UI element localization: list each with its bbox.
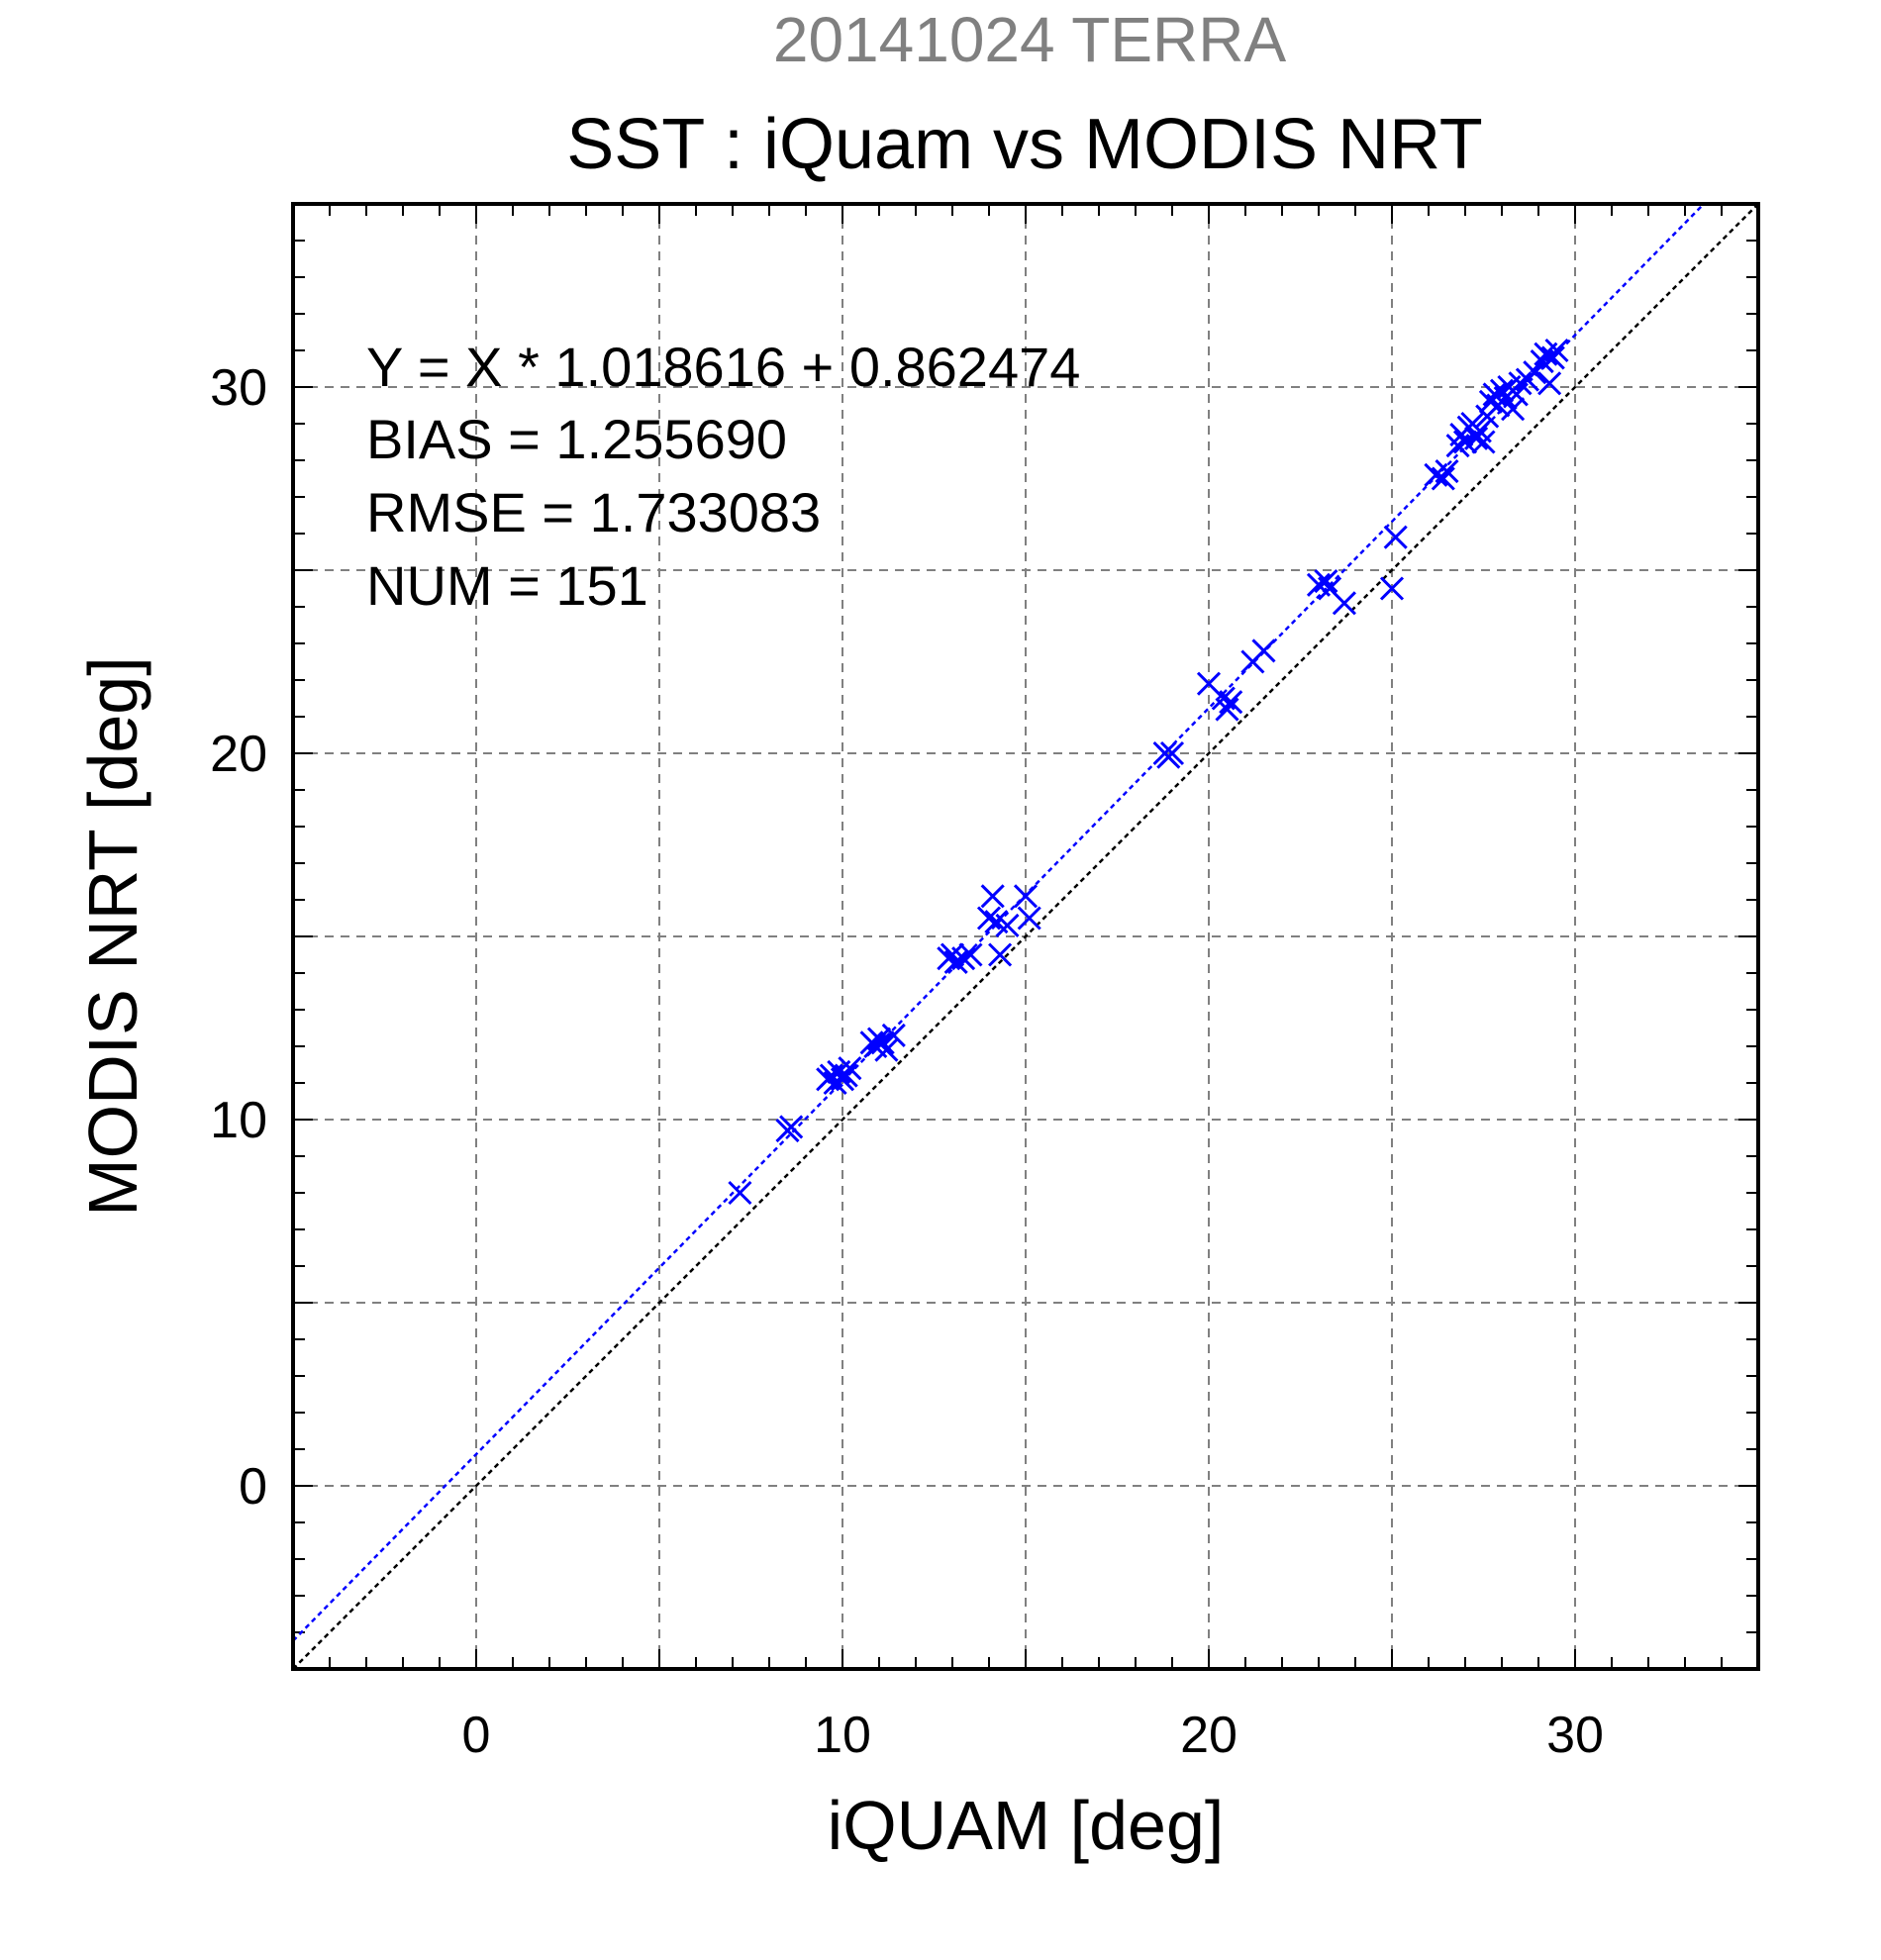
- x-tick-label: 10: [814, 1707, 871, 1764]
- scatter-point: [1431, 466, 1455, 491]
- scatter-point: [1215, 697, 1239, 722]
- x-tick-label: 20: [1180, 1707, 1238, 1764]
- y-tick-label: 20: [210, 726, 267, 783]
- scatter-point: [1251, 638, 1276, 663]
- chart-title: SST : iQuam vs MODIS NRT: [566, 105, 1483, 184]
- tick-labels: 0 0 10 10 20 20 30 30: [210, 359, 1604, 1764]
- scatter-point: [1501, 397, 1526, 422]
- scatter-point: [1544, 338, 1569, 363]
- scatter-point: [1464, 426, 1489, 450]
- y-tick-label: 10: [210, 1092, 267, 1149]
- scatter-point: [1383, 525, 1408, 549]
- scatter-point: [779, 1115, 804, 1139]
- scatter-point: [1435, 459, 1459, 484]
- plot-frame: [291, 202, 1760, 1671]
- scatter-point: [1332, 591, 1356, 616]
- scatter-point: [988, 942, 1013, 967]
- scatter-point: [1523, 360, 1547, 385]
- scatter-point: [728, 1180, 752, 1206]
- grid-lines: [293, 204, 1758, 1669]
- scatter-point: [1017, 906, 1041, 931]
- data-points: [728, 338, 1569, 1206]
- scatter-point: [838, 1056, 862, 1081]
- scatter-point: [874, 1037, 899, 1062]
- scatter-point: [1489, 378, 1515, 403]
- scatter-point: [980, 884, 1005, 909]
- scatter-point: [958, 942, 983, 967]
- scatter-point: [1159, 740, 1185, 766]
- y-tick-label: 30: [210, 359, 267, 417]
- scatter-point: [1540, 345, 1565, 370]
- stat-num: NUM = 151: [366, 554, 648, 617]
- y-axis-label: MODIS NRT [deg]: [74, 656, 151, 1216]
- stat-rmse: RMSE = 1.733083: [366, 481, 821, 543]
- x-tick-label: 0: [462, 1707, 491, 1764]
- scatter-point: [1013, 884, 1039, 909]
- identity-line: [292, 203, 1759, 1670]
- scatter-point: [1219, 690, 1243, 715]
- scatter-point: [1471, 430, 1496, 454]
- scatter-point: [976, 906, 1002, 931]
- scatter-point: [834, 1063, 858, 1088]
- scatter-point: [943, 949, 968, 974]
- scatter-point: [881, 1023, 906, 1047]
- x-tick-label: 30: [1546, 1707, 1604, 1764]
- scatter-point: [870, 1030, 895, 1055]
- scatter-point: [1537, 371, 1562, 396]
- scatter-point: [951, 946, 976, 971]
- scatter-point: [1508, 371, 1533, 396]
- x-axis-label: iQUAM [deg]: [828, 1787, 1225, 1864]
- stat-bias: BIAS = 1.255690: [366, 408, 787, 470]
- y-tick-label: 0: [239, 1458, 267, 1516]
- chart-date-title: 20141024 TERRA: [773, 4, 1287, 75]
- scatter-point: [1379, 576, 1405, 601]
- scatter-point: [1314, 569, 1338, 594]
- stat-equation: Y = X * 1.018616 + 0.862474: [366, 336, 1080, 398]
- fit-statistics: Y = X * 1.018616 + 0.862474 BIAS = 1.255…: [366, 336, 1080, 617]
- scatter-point: [995, 913, 1020, 937]
